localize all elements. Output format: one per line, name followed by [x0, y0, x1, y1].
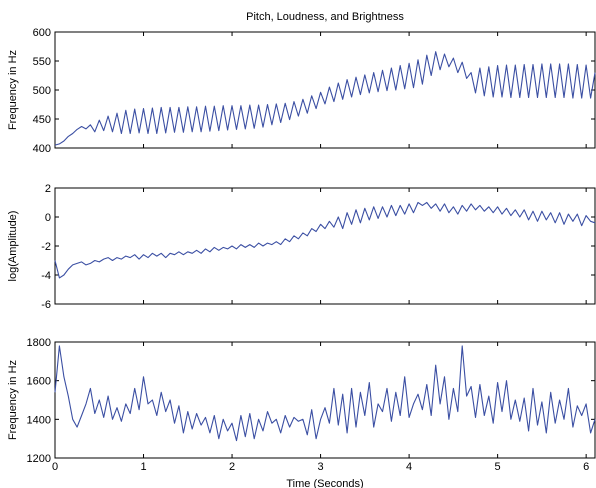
x-tick-label: 2: [229, 461, 235, 473]
y-tick-label: 1600: [27, 376, 51, 388]
y-tick-label: -2: [41, 241, 51, 253]
y-tick-label: -6: [41, 299, 51, 311]
y-axis-label: Frequency in Hz: [7, 50, 19, 130]
x-tick-label: 0: [52, 461, 58, 473]
y-axis-label: Frequency in Hz: [7, 360, 19, 440]
y-tick-label: 0: [45, 212, 51, 224]
series-line: [54, 51, 596, 146]
x-tick-label: 4: [406, 461, 412, 473]
y-tick-label: 500: [33, 85, 51, 97]
plot-frame: [54, 341, 596, 459]
subplot-3: 1200 1400 1600 1800 0 1 2 3 4 5 6 Frequency in Hz: [7, 337, 596, 473]
y-tick-label: 450: [33, 114, 51, 126]
plot-frame: [54, 187, 596, 305]
plot-frame: [54, 31, 596, 149]
series-line: [54, 345, 596, 442]
subplot-1: 400 450 500 550 600 Frequency in Hz: [7, 27, 596, 155]
subplot-2: -6 -4 -2 0 2 log(Amplitude): [7, 183, 596, 311]
y-tick-label: 400: [33, 143, 51, 155]
y-tick-label: 2: [45, 183, 51, 195]
y-tick-label: 1400: [27, 414, 51, 426]
y-tick-label: 550: [33, 56, 51, 68]
figure-xlabel: Time (Seconds): [286, 478, 363, 488]
series-line: [54, 201, 596, 279]
x-tick-label: 6: [583, 461, 589, 473]
y-tick-label: 1800: [27, 337, 51, 349]
y-tick-label: 1200: [27, 453, 51, 465]
x-tick-label: 5: [495, 461, 501, 473]
y-axis-label: log(Amplitude): [7, 211, 19, 282]
x-tick-label: 3: [318, 461, 324, 473]
figure-title: Pitch, Loudness, and Brightness: [246, 11, 404, 23]
y-tick-label: 600: [33, 27, 51, 39]
x-tick-label: 1: [140, 461, 146, 473]
y-tick-label: -4: [41, 270, 51, 282]
